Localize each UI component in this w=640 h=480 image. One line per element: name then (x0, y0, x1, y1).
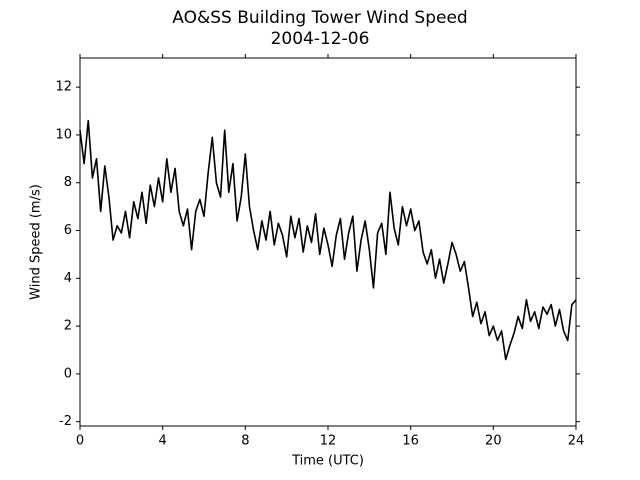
y-tick-label: 0 (64, 366, 72, 381)
y-tick-label: 10 (55, 127, 72, 142)
y-tick-label: 2 (64, 319, 72, 334)
chart-title: AO&SS Building Tower Wind Speed (172, 8, 467, 28)
y-tick-label: 12 (55, 80, 72, 95)
y-tick-label: 6 (64, 223, 72, 238)
x-tick-label: 4 (159, 434, 167, 449)
x-tick-label: 0 (76, 434, 84, 449)
x-tick-label: 16 (402, 434, 419, 449)
y-axis-label: Wind Speed (m/s) (29, 184, 44, 300)
x-tick-label: 24 (568, 434, 585, 449)
y-tick-label: 4 (64, 271, 72, 286)
chart-subtitle: 2004-12-06 (271, 29, 370, 49)
x-tick-label: 20 (485, 434, 502, 449)
plot-frame (79, 57, 577, 427)
data-line (79, 119, 577, 361)
y-tick-label: -2 (59, 414, 72, 429)
x-tick-label: 8 (241, 434, 249, 449)
x-tick-label: 12 (320, 434, 337, 449)
y-tick-label: 8 (64, 175, 72, 190)
x-axis-label: Time (UTC) (291, 454, 364, 469)
